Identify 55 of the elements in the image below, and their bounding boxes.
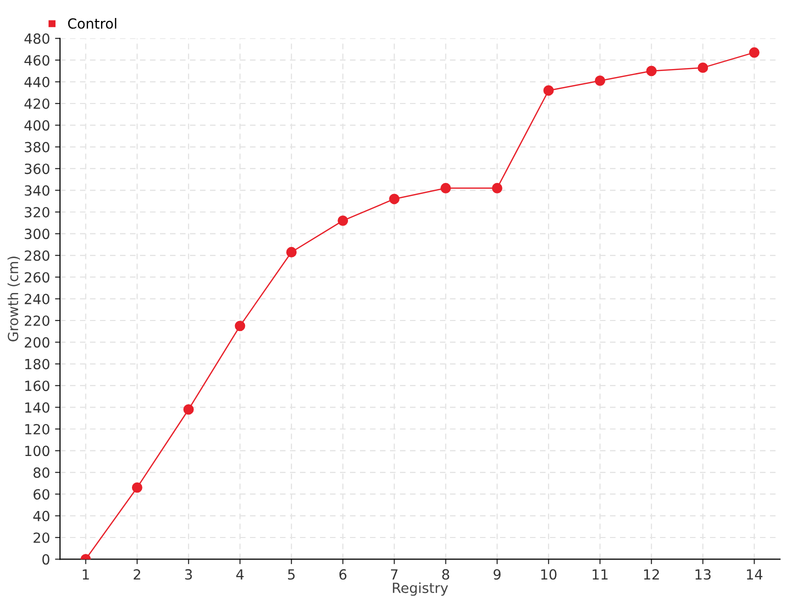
x-tick-label: 14 (746, 569, 762, 580)
point (338, 215, 348, 226)
legend-label: Control (68, 18, 116, 29)
point (389, 194, 400, 204)
x-tick-label: 6 (339, 569, 346, 580)
y-tick-label: 340 (24, 185, 50, 196)
y-tick-label: 460 (24, 55, 50, 66)
x-tick-label: 2 (134, 569, 140, 580)
y-tick-label: 40 (33, 510, 50, 522)
y-tick-label: 260 (24, 272, 50, 283)
point (234, 320, 246, 332)
x-tick-label: 5 (288, 569, 295, 580)
x-tick-label: 8 (442, 569, 450, 580)
y-tick-label: 200 (24, 337, 50, 348)
x-tick-label: 12 (644, 569, 659, 580)
y-tick-label: 400 (24, 120, 50, 131)
point (440, 182, 451, 194)
y-tick-label: 20 (34, 532, 50, 543)
y-tick-label: 300 (24, 228, 50, 240)
y-tick-label: 220 (24, 315, 50, 326)
point (646, 66, 657, 76)
x-tick-label: 7 (391, 569, 398, 580)
y-tick-label: 480 (24, 33, 50, 44)
point (492, 182, 502, 194)
x-tick-label: 4 (236, 569, 244, 580)
y-tick-label: 80 (34, 467, 50, 478)
y-tick-label: 160 (25, 380, 50, 392)
y-tick-label: 440 (24, 76, 50, 88)
y-tick-label: 320 (24, 206, 50, 218)
y-tick-label: 140 (25, 402, 50, 413)
point (698, 62, 708, 73)
y-tick-label: 380 (24, 142, 50, 152)
point (286, 246, 297, 258)
y-tick-label: 100 (25, 446, 50, 456)
point (543, 85, 554, 96)
point (183, 404, 194, 415)
y-tick-label: 240 (24, 294, 50, 304)
x-tick-label: 13 (696, 569, 711, 580)
y-axis-title: Growth (cm) (8, 256, 20, 342)
x-tick-label: 11 (592, 569, 608, 580)
point (594, 76, 606, 86)
y-tick-label: 0 (42, 554, 50, 565)
y-tick-label: 280 (24, 250, 50, 261)
point (749, 47, 760, 58)
x-tick-label: 1 (82, 569, 89, 580)
x-tick-label: 3 (185, 569, 192, 580)
x-tick-label: 9 (494, 569, 501, 580)
x-tick-label: 10 (541, 569, 556, 580)
x-axis-title: Registry (392, 582, 448, 596)
y-tick-label: 420 (24, 98, 50, 109)
y-tick-label: 120 (25, 424, 50, 434)
point (132, 482, 142, 493)
y-tick-label: 180 (25, 358, 50, 370)
y-tick-label: 60 (34, 489, 50, 500)
y-tick-label: 360 (24, 164, 50, 174)
